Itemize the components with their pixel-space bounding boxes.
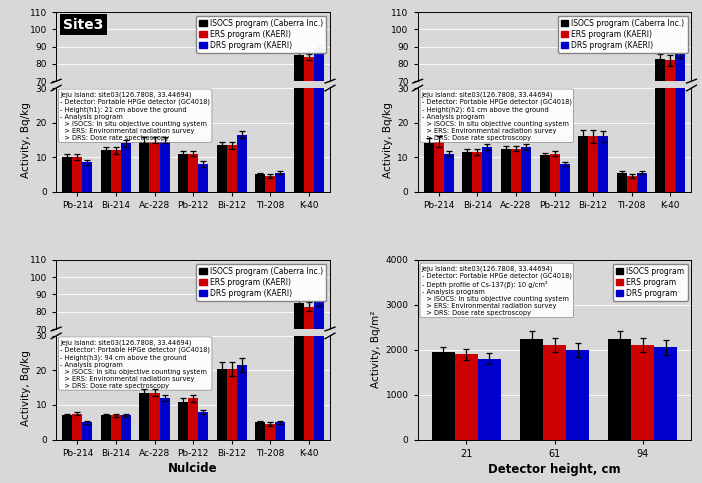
Bar <box>178 431 188 450</box>
Bar <box>227 179 237 202</box>
Bar <box>588 136 598 192</box>
Bar <box>150 426 159 450</box>
Bar <box>463 152 472 192</box>
Bar <box>275 173 285 192</box>
Bar <box>434 142 444 192</box>
Bar <box>304 57 314 202</box>
Bar <box>150 140 159 192</box>
Text: Jeju Island: site03(126.7808, 33.44694)
- Detector: Portable HPGe detector (GC40: Jeju Island: site03(126.7808, 33.44694) … <box>60 339 211 388</box>
Bar <box>455 354 477 440</box>
Y-axis label: Activity, Bq/kg: Activity, Bq/kg <box>383 102 393 178</box>
Bar <box>255 422 265 440</box>
Y-axis label: Activity, Bq/m²: Activity, Bq/m² <box>371 311 381 388</box>
Bar <box>82 441 93 450</box>
Bar <box>578 174 588 202</box>
Legend: ISOCS program (Caberra Inc.), ERS program (KAERI), DRS program (KAERI): ISOCS program (Caberra Inc.), ERS progra… <box>197 264 326 301</box>
Text: Jeju Island: site03(126.7808, 33.44694)
- Detector: Portable HPGe detector (GC40: Jeju Island: site03(126.7808, 33.44694) … <box>60 91 211 141</box>
Bar <box>188 429 198 450</box>
Bar <box>101 415 111 440</box>
Bar <box>482 147 493 192</box>
Bar <box>198 164 208 192</box>
Bar <box>198 436 208 450</box>
Bar <box>520 339 543 440</box>
Bar <box>314 0 324 192</box>
Bar <box>293 0 304 192</box>
Bar <box>72 185 82 202</box>
Bar <box>140 426 150 450</box>
Bar <box>655 59 665 202</box>
Bar <box>111 438 121 450</box>
Bar <box>304 307 314 450</box>
Bar <box>559 164 569 192</box>
Bar <box>304 153 314 440</box>
Bar <box>217 414 227 450</box>
Bar <box>188 398 198 440</box>
Bar <box>82 187 93 202</box>
Bar <box>217 179 227 202</box>
Bar <box>150 393 159 440</box>
Bar <box>265 176 275 192</box>
Bar <box>540 184 550 202</box>
Bar <box>140 140 150 192</box>
Legend: ISOCS program (Caberra Inc.), ERS program (KAERI), DRS program (KAERI): ISOCS program (Caberra Inc.), ERS progra… <box>197 16 326 53</box>
Bar <box>675 54 685 202</box>
Bar <box>62 415 72 440</box>
Bar <box>159 176 170 202</box>
Bar <box>550 154 559 192</box>
Bar <box>82 422 93 440</box>
Bar <box>521 147 531 192</box>
Bar <box>227 414 237 450</box>
Bar <box>275 193 285 202</box>
Bar <box>444 183 454 202</box>
Bar <box>655 0 665 192</box>
Bar <box>101 438 111 450</box>
Bar <box>150 176 159 202</box>
Bar <box>62 157 72 192</box>
Bar <box>501 148 511 192</box>
Bar <box>609 339 631 440</box>
Bar <box>111 415 121 440</box>
Bar <box>566 350 589 440</box>
Bar <box>665 60 675 202</box>
Bar <box>255 441 265 450</box>
Legend: ISOCS program, ERS program, DRS program: ISOCS program, ERS program, DRS program <box>613 264 688 301</box>
Bar <box>265 194 275 202</box>
Bar <box>111 181 121 202</box>
Bar <box>463 182 472 202</box>
Bar <box>188 154 198 192</box>
Legend: ISOCS program (Caberra Inc.), ERS program (KAERI), DRS program (KAERI): ISOCS program (Caberra Inc.), ERS progra… <box>557 16 688 53</box>
Bar <box>62 438 72 450</box>
Bar <box>637 193 647 202</box>
Bar <box>616 173 627 192</box>
Bar <box>159 140 170 192</box>
Bar <box>424 143 434 192</box>
Text: Site3: Site3 <box>63 17 103 31</box>
Bar <box>82 162 93 192</box>
Bar <box>121 415 131 440</box>
Bar <box>121 438 131 450</box>
Bar <box>432 352 455 440</box>
Bar <box>159 398 170 440</box>
Bar <box>255 174 265 192</box>
Y-axis label: Activity, Bq/kg: Activity, Bq/kg <box>22 102 32 178</box>
Bar <box>637 173 647 192</box>
X-axis label: Nulcide: Nulcide <box>168 462 218 475</box>
Bar <box>675 0 685 192</box>
Bar <box>140 176 150 202</box>
Bar <box>140 393 150 440</box>
Bar <box>314 48 324 202</box>
Bar <box>511 148 521 192</box>
Bar <box>237 365 246 440</box>
Bar <box>178 401 188 440</box>
Bar <box>304 0 314 192</box>
Bar <box>588 174 598 202</box>
Bar <box>265 442 275 450</box>
Bar <box>72 437 82 450</box>
Bar <box>627 176 637 192</box>
Bar <box>616 193 627 202</box>
Bar <box>101 181 111 202</box>
Bar <box>598 136 608 192</box>
Bar <box>188 183 198 202</box>
Bar <box>111 150 121 192</box>
Bar <box>293 55 304 202</box>
